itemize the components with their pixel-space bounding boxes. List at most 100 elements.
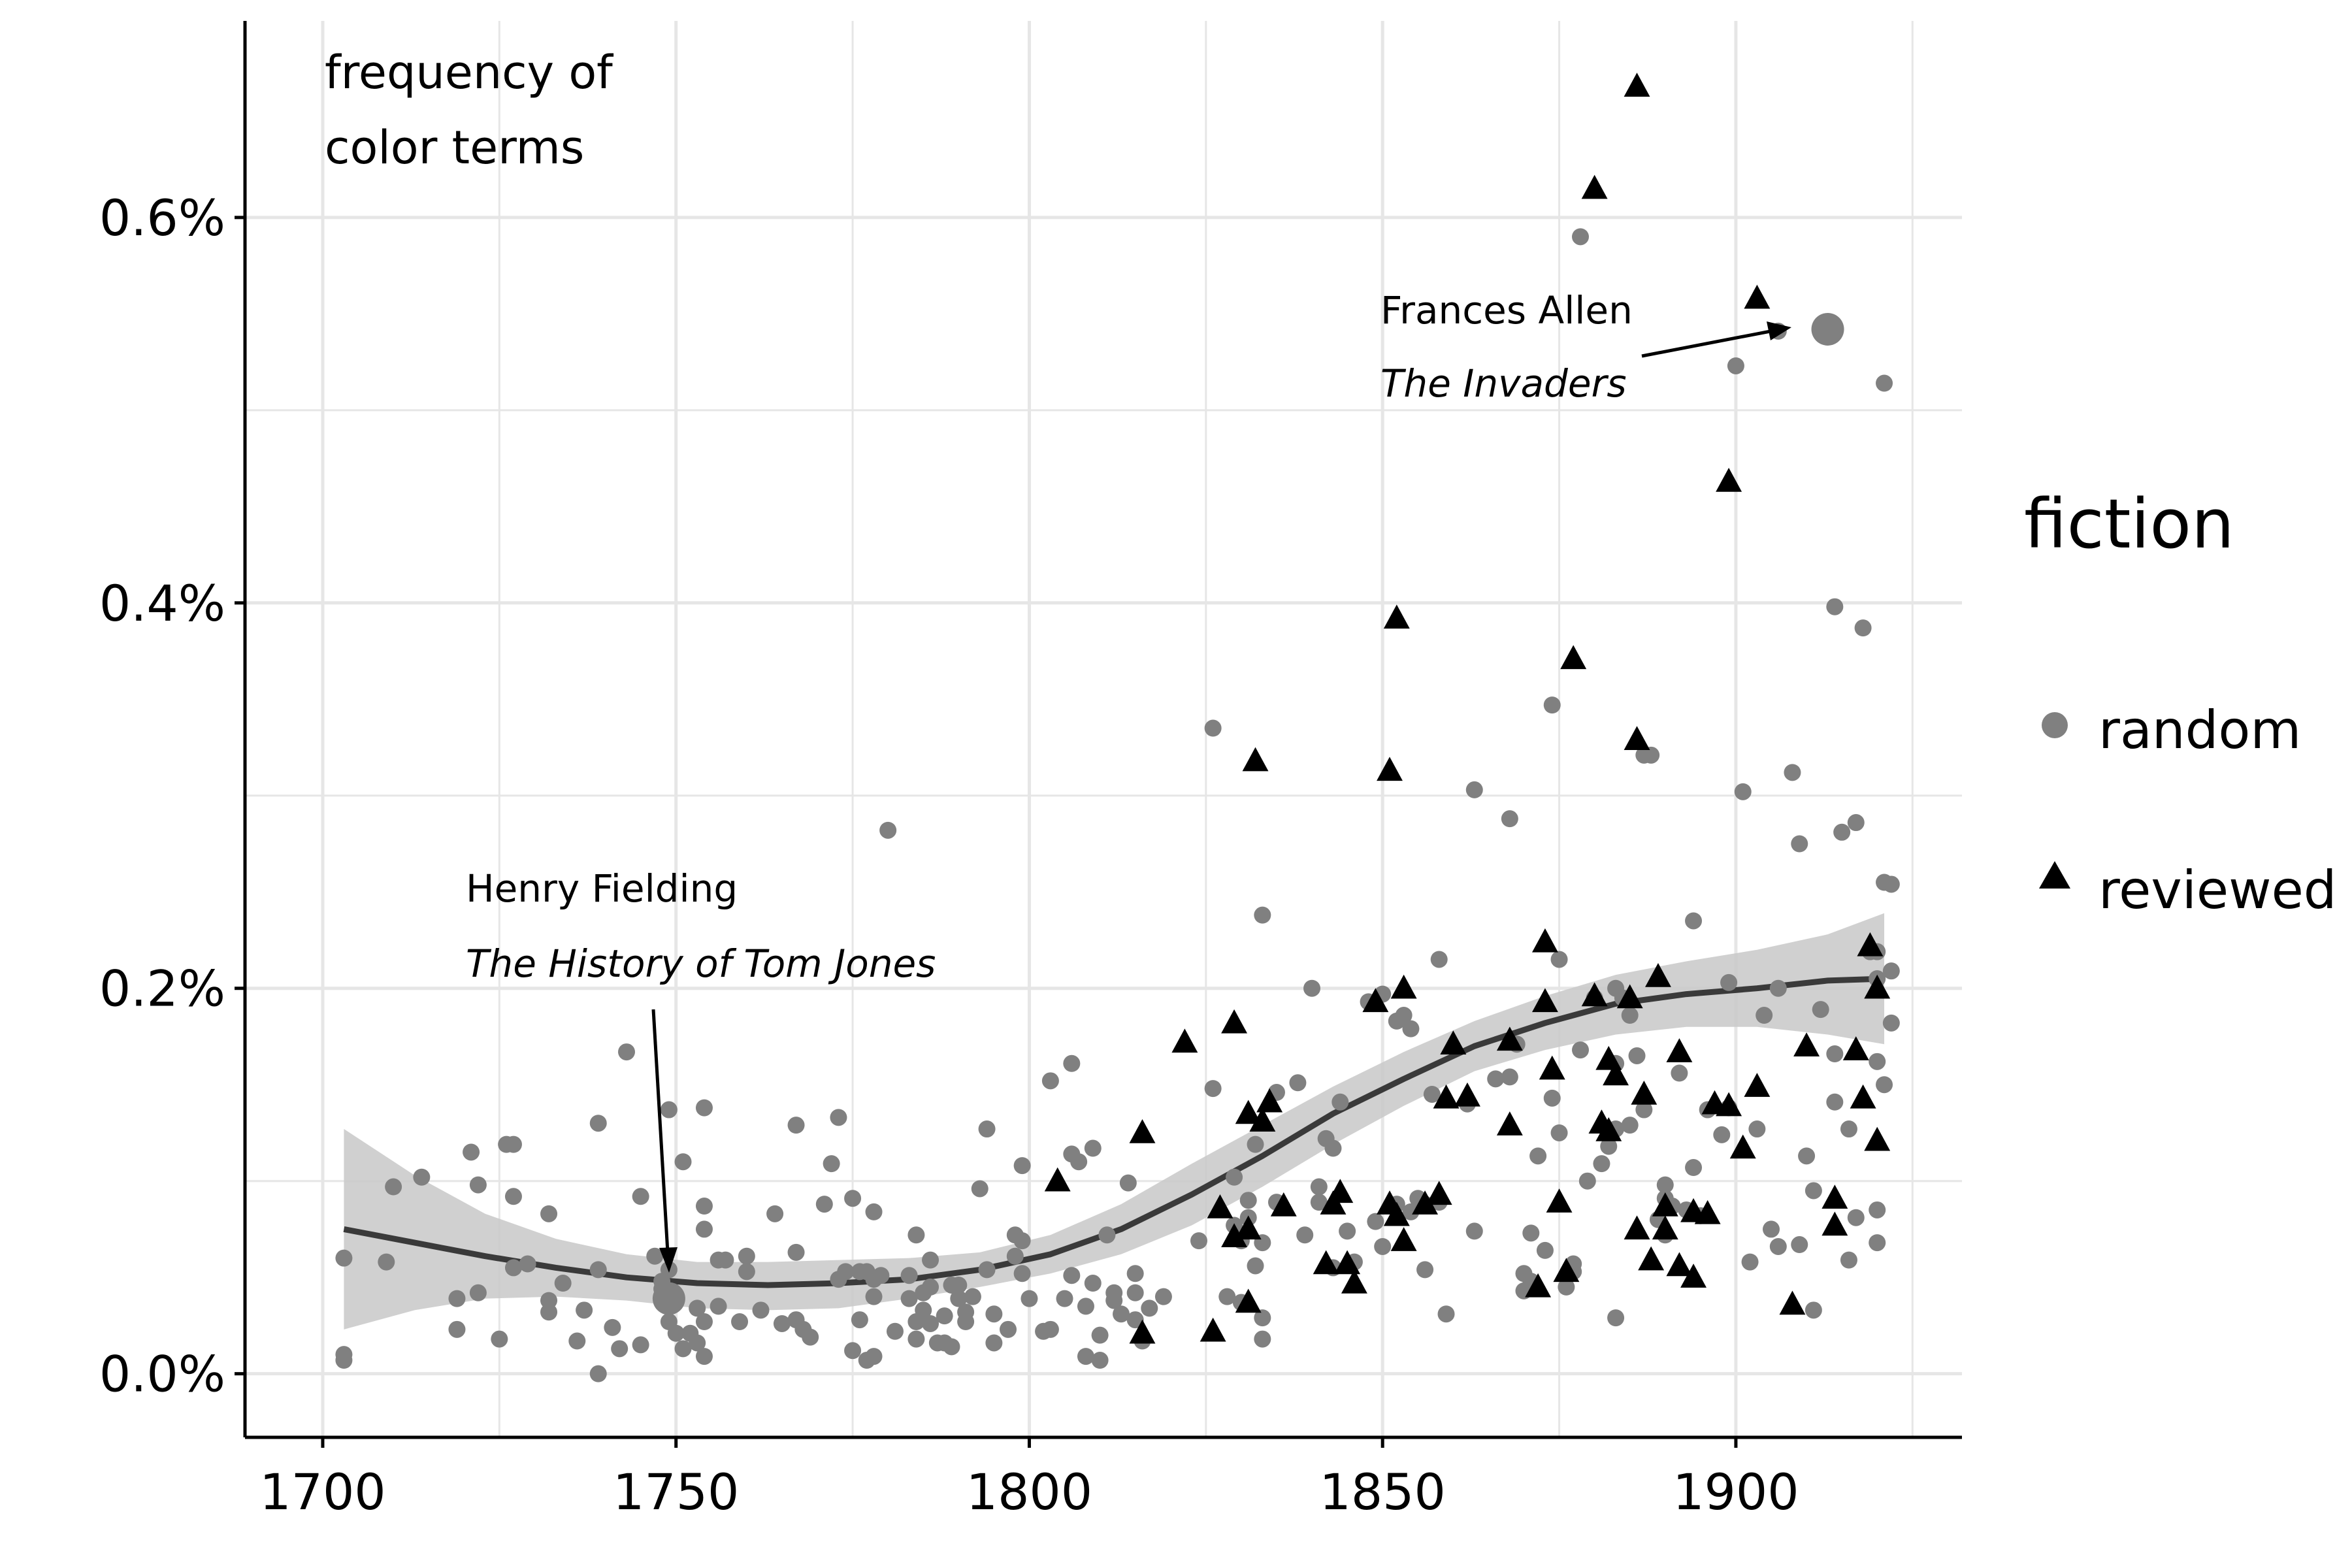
- reviewed-point: [1546, 1188, 1573, 1213]
- reviewed-point: [1531, 928, 1558, 953]
- grid: [245, 21, 1962, 1437]
- reviewed-point: [1624, 1215, 1650, 1240]
- reviewed-point: [1531, 988, 1558, 1013]
- random-point: [985, 1305, 1003, 1323]
- random-point: [1013, 1265, 1031, 1282]
- random-point: [1720, 973, 1738, 991]
- reviewed-point: [1334, 1250, 1361, 1275]
- reviewed-point: [1638, 1246, 1665, 1271]
- reviewed-point: [1744, 284, 1771, 309]
- random-point: [1239, 1192, 1257, 1209]
- random-point: [731, 1313, 749, 1331]
- random-point: [576, 1301, 593, 1319]
- reviewed-point: [1560, 645, 1587, 670]
- reviewed-point: [1129, 1119, 1156, 1143]
- reviewed-point: [1242, 747, 1269, 772]
- random-point: [1331, 1093, 1349, 1111]
- reviewed-point: [1864, 974, 1891, 999]
- random-point: [872, 1267, 890, 1284]
- reviewed-point: [1171, 1028, 1198, 1053]
- random-point: [689, 1334, 706, 1352]
- random-point: [1303, 979, 1321, 997]
- legend-title: fiction: [2024, 484, 2234, 564]
- random-point: [1550, 951, 1568, 968]
- reviewed-point: [1362, 988, 1389, 1013]
- random-point: [540, 1303, 558, 1321]
- random-point: [1572, 1041, 1589, 1059]
- random-point: [1465, 781, 1483, 798]
- random-point: [1437, 1305, 1455, 1323]
- random-point: [1536, 1241, 1554, 1259]
- random-point: [660, 1101, 678, 1119]
- random-point: [1006, 1247, 1024, 1265]
- tick-layer: 1700 1750 1800 1850 1900 0.0% 0.2% 0.4% 0.6%: [99, 189, 1799, 1521]
- random-point: [787, 1243, 805, 1261]
- random-point: [823, 1155, 840, 1173]
- confidence-band-layer: [344, 913, 1885, 1330]
- random-point: [844, 1190, 862, 1207]
- random-point: [1013, 1232, 1031, 1250]
- random-point: [1041, 1320, 1059, 1338]
- random-point: [695, 1348, 713, 1365]
- random-point: [1741, 1253, 1759, 1271]
- reviewed-point: [1581, 982, 1608, 1007]
- reviewed-point: [1207, 1194, 1233, 1218]
- random-point: [1805, 1301, 1822, 1319]
- random-point: [1021, 1290, 1038, 1307]
- random-point: [1247, 1257, 1264, 1275]
- random-point: [504, 1259, 522, 1277]
- random-point: [413, 1168, 431, 1186]
- random-point: [1869, 1053, 1886, 1070]
- reviewed-point: [1270, 1192, 1297, 1217]
- random-point: [1126, 1284, 1144, 1301]
- annotation-fielding-author: Henry Fielding: [466, 866, 738, 911]
- random-point: [1501, 1068, 1518, 1086]
- random-point: [1084, 1275, 1102, 1292]
- random-point: [957, 1313, 975, 1331]
- random-point: [1826, 1045, 1844, 1063]
- random-point: [504, 1188, 522, 1205]
- random-point: [568, 1332, 586, 1350]
- random-point: [1734, 783, 1752, 800]
- x-tick-label: 1850: [1319, 1463, 1445, 1521]
- random-point: [1558, 1278, 1575, 1296]
- random-point: [1713, 1126, 1731, 1143]
- data-points-layer: [335, 73, 1900, 1382]
- random-point: [611, 1340, 629, 1358]
- random-point: [491, 1330, 508, 1348]
- random-point: [1769, 1237, 1787, 1255]
- random-point: [689, 1299, 706, 1317]
- random-point: [519, 1255, 536, 1273]
- random-point: [1487, 1070, 1505, 1088]
- random-point: [1339, 1222, 1356, 1240]
- reviewed-point: [1842, 1036, 1869, 1060]
- random-point: [469, 1176, 487, 1194]
- reviewed-point: [1624, 726, 1650, 750]
- random-point: [1826, 1093, 1844, 1111]
- random-point: [1402, 1203, 1420, 1220]
- random-point: [1310, 1194, 1328, 1211]
- random-point: [900, 1290, 918, 1307]
- random-point: [1748, 1120, 1766, 1138]
- random-point: [1126, 1265, 1144, 1282]
- x-tick-label: 1800: [966, 1463, 1092, 1521]
- random-point: [950, 1290, 968, 1307]
- legend-reviewed-marker: [2039, 861, 2070, 889]
- random-point: [802, 1328, 819, 1346]
- random-point: [1791, 1236, 1808, 1254]
- x-tick-label: 1750: [613, 1463, 739, 1521]
- annotation-fielding-work: The History of Tom Jones: [466, 941, 936, 986]
- random-point: [504, 1135, 522, 1153]
- y-tick-label: 0.4%: [99, 574, 225, 632]
- random-point: [907, 1330, 925, 1348]
- random-point: [695, 1198, 713, 1215]
- random-point: [950, 1276, 968, 1294]
- random-point: [1578, 1172, 1596, 1190]
- random-point: [1367, 1213, 1384, 1230]
- random-point: [1105, 1284, 1123, 1301]
- random-point: [1685, 912, 1703, 930]
- y-tick-label: 0.2%: [99, 960, 225, 1018]
- reviewed-point: [1631, 1080, 1658, 1105]
- random-point: [1882, 962, 1900, 980]
- random-point: [469, 1284, 487, 1301]
